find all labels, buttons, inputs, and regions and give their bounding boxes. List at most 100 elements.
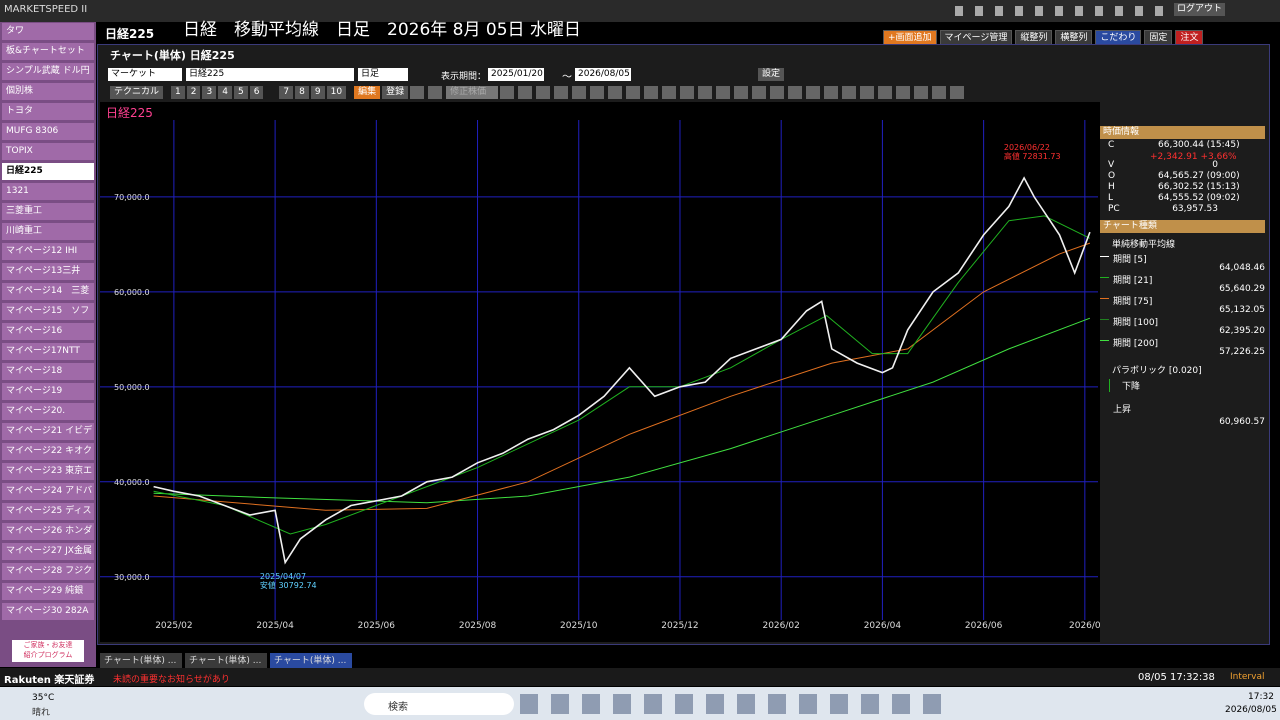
- info-label: H: [1108, 182, 1115, 192]
- edit-button[interactable]: 編集: [354, 86, 381, 99]
- number-button[interactable]: 7: [279, 86, 294, 99]
- sidebar-item[interactable]: マイページ14 三菱電: [2, 283, 94, 300]
- symbol-select[interactable]: 日経225: [186, 68, 354, 81]
- period-select[interactable]: 日足: [358, 68, 408, 81]
- sidebar-item[interactable]: マイページ13三井E&S: [2, 263, 94, 280]
- tool-icon[interactable]: [500, 86, 515, 99]
- tab[interactable]: チャート(単体) ...: [270, 653, 352, 669]
- sidebar-item[interactable]: 川崎重工: [2, 223, 94, 240]
- date-from[interactable]: 2025/01/20: [488, 68, 544, 81]
- notice[interactable]: 未読の重要なお知らせがあり: [113, 675, 230, 685]
- tool-icon[interactable]: [698, 86, 713, 99]
- tool-icon[interactable]: [734, 86, 749, 99]
- number-button[interactable]: 6: [249, 86, 264, 99]
- tool-icon[interactable]: [410, 86, 425, 99]
- sidebar-item[interactable]: マイページ18 200A: [2, 363, 94, 380]
- sidebar-item[interactable]: マイページ12 IHI: [2, 243, 94, 260]
- sidebar-item[interactable]: 三菱重工: [2, 203, 94, 220]
- tool-icon[interactable]: [518, 86, 533, 99]
- tool-icon[interactable]: [608, 86, 623, 99]
- sidebar-item[interactable]: TOPIX: [2, 143, 94, 160]
- info-label: PC: [1108, 204, 1120, 214]
- tool-icon[interactable]: [878, 86, 893, 99]
- period-row: 期間 [75] 65,132.05: [1100, 292, 1265, 315]
- sidebar-item[interactable]: タワ: [2, 23, 94, 40]
- tool-icon[interactable]: [860, 86, 875, 99]
- number-button[interactable]: 3: [202, 86, 217, 99]
- number-button[interactable]: 9: [310, 86, 325, 99]
- tool-icon[interactable]: [680, 86, 695, 99]
- tool-icon[interactable]: [806, 86, 821, 99]
- sidebar-item[interactable]: マイページ17NTT: [2, 343, 94, 360]
- tool-icon[interactable]: [842, 86, 857, 99]
- tool-icon[interactable]: [932, 86, 947, 99]
- number-button[interactable]: 10: [326, 86, 347, 99]
- sidebar-item[interactable]: マイページ20. S&P50: [2, 403, 94, 420]
- sidebar-item[interactable]: マイページ19 NASDA: [2, 383, 94, 400]
- logo: MARKETSPEED II: [4, 4, 88, 15]
- series-line: [153, 176, 1091, 565]
- tool-icon[interactable]: [950, 86, 965, 99]
- sidebar-item[interactable]: マイページ27 JX金属: [2, 543, 94, 560]
- tool-icon[interactable]: [554, 86, 569, 99]
- tool-icon[interactable]: [824, 86, 839, 99]
- tool-icon[interactable]: [788, 86, 803, 99]
- number-button[interactable]: 5: [233, 86, 248, 99]
- adjusted-button[interactable]: 修正株価: [446, 86, 499, 99]
- x-tick-label: 2025/02: [155, 621, 192, 631]
- date-to[interactable]: 2026/08/05: [575, 68, 631, 81]
- banner[interactable]: ご家族・お友達 紹介プログラム: [12, 640, 84, 662]
- sidebar-item[interactable]: マイページ26 ホンダ: [2, 523, 94, 540]
- tool-icon[interactable]: [896, 86, 911, 99]
- technical-button[interactable]: テクニカル: [110, 86, 164, 99]
- info-value: 66,302.52 (15:13): [1158, 182, 1240, 192]
- y-tick-label: 40,000.0: [114, 478, 150, 487]
- sidebar-item[interactable]: マイページ29 純銀15: [2, 583, 94, 600]
- tool-icon[interactable]: [662, 86, 677, 99]
- sidebar-item[interactable]: 日経225: [2, 163, 94, 180]
- tool-icon[interactable]: [572, 86, 587, 99]
- number-button[interactable]: 4: [218, 86, 232, 99]
- market-select[interactable]: マーケット: [108, 68, 182, 81]
- sidebar-item[interactable]: マイページ25 ディスコ: [2, 503, 94, 520]
- tool-icon[interactable]: [536, 86, 551, 99]
- settings-button[interactable]: 設定: [758, 68, 785, 81]
- sidebar-item[interactable]: マイページ24 アドバン: [2, 483, 94, 500]
- number-button[interactable]: 1: [171, 86, 185, 99]
- tool-icon[interactable]: [716, 86, 731, 99]
- status-bar: [0, 668, 1280, 686]
- logout-button[interactable]: ログアウト: [1174, 3, 1226, 16]
- header-button[interactable]: 注文: [1175, 30, 1204, 47]
- sidebar-item[interactable]: 1321: [2, 183, 94, 200]
- tool-icon[interactable]: [626, 86, 641, 99]
- header-bg: [100, 22, 760, 42]
- tab[interactable]: チャート(単体) ...: [100, 653, 182, 669]
- sidebar-item[interactable]: トヨタ: [2, 103, 94, 120]
- tool-icon[interactable]: [644, 86, 659, 99]
- sidebar-item[interactable]: シンプル武蔵 ドル円Bid: [2, 63, 94, 80]
- sidebar-item[interactable]: マイページ22 キオクシ: [2, 443, 94, 460]
- y-tick-label: 60,000.0: [114, 288, 150, 297]
- sidebar-item[interactable]: MUFG 8306: [2, 123, 94, 140]
- y-tick-label: 70,000.0: [114, 193, 150, 202]
- tool-icon[interactable]: [914, 86, 929, 99]
- register-button[interactable]: 登録: [382, 86, 409, 99]
- annotation: 2025/04/07: [260, 572, 306, 581]
- sidebar-item[interactable]: 板&チャートセット: [2, 43, 94, 60]
- tool-icon[interactable]: [590, 86, 605, 99]
- tab[interactable]: チャート(単体) ...: [185, 653, 267, 669]
- sidebar-item[interactable]: マイページ15 ソフトバ: [2, 303, 94, 320]
- sidebar-item[interactable]: マイページ21 イビデン: [2, 423, 94, 440]
- number-button[interactable]: 2: [186, 86, 201, 99]
- sidebar-item[interactable]: 個別株: [2, 83, 94, 100]
- tool-icon[interactable]: [752, 86, 767, 99]
- x-tick-label: 2026/06: [965, 621, 1003, 631]
- sidebar-item[interactable]: マイページ28 フジクラ: [2, 563, 94, 580]
- search-box[interactable]: [364, 693, 514, 715]
- sidebar-item[interactable]: マイページ30 282A: [2, 603, 94, 620]
- tool-icon[interactable]: [770, 86, 785, 99]
- number-button[interactable]: 8: [295, 86, 309, 99]
- tool-icon[interactable]: [428, 86, 443, 99]
- sidebar-item[interactable]: マイページ23 東京エレ: [2, 463, 94, 480]
- sidebar-item[interactable]: マイページ16 200A: [2, 323, 94, 340]
